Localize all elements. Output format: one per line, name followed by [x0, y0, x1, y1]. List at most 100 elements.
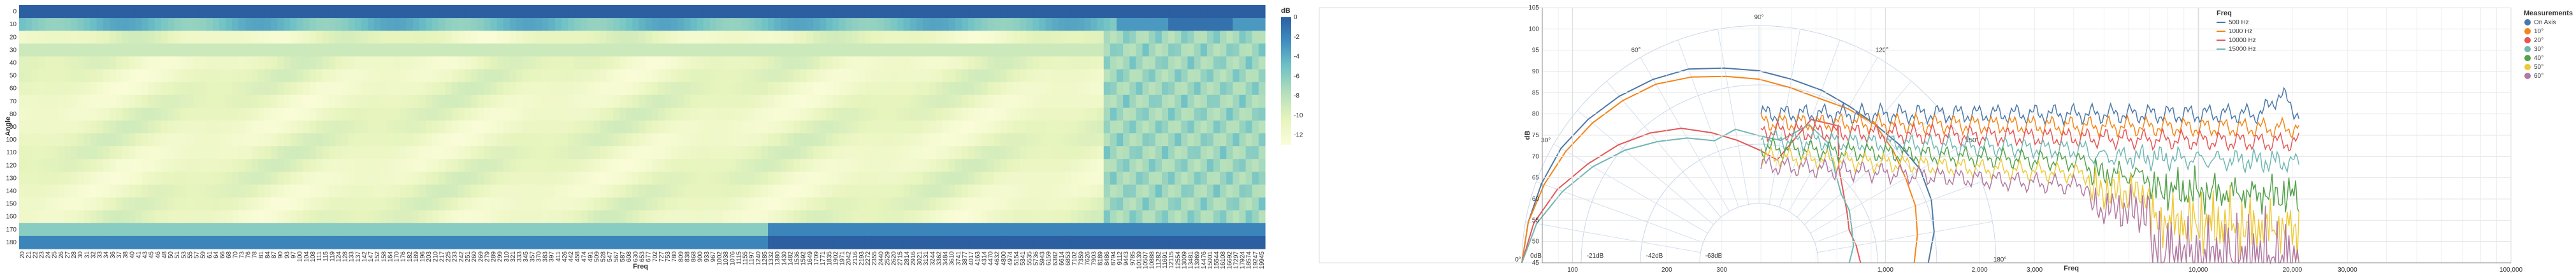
heatmap-cell — [1071, 235, 1078, 249]
heatmap-cell — [587, 120, 595, 134]
heatmap-cell — [45, 197, 52, 211]
heatmap-cell — [793, 43, 801, 57]
heatmap-y-tick: 120 — [6, 162, 17, 169]
heatmap-cell — [890, 172, 898, 186]
heatmap-cell — [509, 69, 517, 83]
heatmap-cell — [897, 120, 904, 134]
heatmap-cell — [619, 133, 626, 147]
polar-grid-spoke — [1577, 110, 1714, 225]
heatmap-cell — [135, 120, 143, 134]
heatmap-cell — [684, 184, 691, 198]
heatmap-cell — [1194, 43, 1201, 57]
heatmap-cell — [748, 184, 756, 198]
heatmap-cell — [271, 107, 278, 121]
heatmap-x-tick: 3877 — [962, 251, 969, 266]
heatmap-cell — [548, 197, 556, 211]
heatmap-cell — [1252, 120, 1259, 134]
heatmap-cell — [523, 133, 530, 147]
heatmap-cell — [606, 210, 614, 224]
heatmap-cell — [141, 56, 149, 70]
heatmap-cell — [251, 235, 259, 249]
heatmap-cell — [612, 107, 620, 121]
heatmap-cell — [742, 94, 749, 108]
heatmap-cell — [703, 69, 711, 83]
line-legend-label: On Axis — [2534, 19, 2556, 26]
heatmap-cell — [1064, 133, 1072, 147]
heatmap-cell — [25, 56, 33, 70]
heatmap-cell — [793, 69, 801, 83]
heatmap-cell — [1206, 184, 1214, 198]
heatmap-cell — [83, 43, 91, 57]
heatmap-cell — [1181, 31, 1189, 44]
heatmap-cell — [419, 146, 426, 159]
heatmap-x-tick: 53 — [180, 251, 187, 259]
heatmap-cell — [871, 223, 878, 237]
heatmap-cell — [1161, 31, 1169, 44]
heatmap-cell — [264, 133, 271, 147]
heatmap-cell — [374, 31, 381, 44]
heatmap-cell — [148, 43, 156, 57]
heatmap-x-tick: 11691 — [1162, 251, 1169, 269]
heatmap-cell — [342, 197, 349, 211]
heatmap-cell — [709, 82, 717, 96]
heatmap-cell — [451, 210, 459, 224]
heatmap-cell — [684, 69, 691, 83]
heatmap-cell — [303, 172, 310, 186]
heatmap-cell — [1226, 172, 1233, 186]
heatmap-cell — [458, 69, 465, 83]
heatmap-cell — [1000, 235, 1008, 249]
heatmap-cell — [1226, 107, 1233, 121]
heatmap-cell — [1175, 69, 1182, 83]
heatmap-cell — [1206, 146, 1214, 159]
heatmap-cell — [800, 223, 807, 237]
heatmap-cell — [612, 82, 620, 96]
heatmap-cell — [568, 210, 575, 224]
heatmap-cell — [25, 107, 33, 121]
heatmap-cell — [864, 210, 872, 224]
heatmap-cell — [606, 235, 614, 249]
heatmap-cell — [690, 210, 698, 224]
heatmap-cell — [729, 31, 736, 44]
heatmap-cell — [529, 184, 536, 198]
heatmap-cell — [878, 31, 885, 44]
heatmap-cell — [212, 107, 220, 121]
heatmap-cell — [503, 18, 510, 31]
heatmap-cell — [1039, 69, 1046, 83]
heatmap-cell — [974, 172, 981, 186]
heatmap-cell — [477, 120, 484, 134]
heatmap-cell — [755, 197, 762, 211]
heatmap-cell — [103, 146, 110, 159]
heatmap-cell — [458, 18, 465, 31]
heatmap-cell — [1078, 197, 1085, 211]
heatmap-cell — [1220, 235, 1227, 249]
heatmap-cell — [994, 223, 1001, 237]
heatmap-cell — [548, 82, 556, 96]
heatmap-cell — [1213, 223, 1220, 237]
heatmap-cell — [1013, 69, 1020, 83]
heatmap-cell — [1032, 235, 1040, 249]
heatmap-cell — [354, 223, 362, 237]
heatmap-cell — [761, 172, 769, 186]
heatmap-cell — [942, 120, 950, 134]
heatmap-cell — [387, 69, 394, 83]
heatmap-cell — [1078, 94, 1085, 108]
heatmap-cell — [684, 43, 691, 57]
heatmap-cell — [878, 172, 885, 186]
heatmap-cell — [1206, 31, 1214, 44]
heatmap-cell — [154, 82, 162, 96]
heatmap-cell — [83, 146, 91, 159]
heatmap-cell — [851, 56, 859, 70]
heatmap-cell — [458, 43, 465, 57]
polar-legend-label: 10000 Hz — [2229, 37, 2256, 44]
heatmap-cell — [626, 210, 633, 224]
heatmap-cell — [651, 5, 659, 18]
heatmap-cell — [471, 223, 478, 237]
heatmap-cell — [141, 18, 149, 31]
heatmap-cell — [787, 172, 795, 186]
heatmap-cell — [839, 18, 846, 31]
heatmap-x-tick: 12554 — [1175, 251, 1182, 269]
heatmap-cell — [923, 5, 930, 18]
heatmap-cell — [187, 235, 194, 249]
heatmap-cell — [839, 56, 846, 70]
heatmap-cell — [109, 235, 117, 249]
